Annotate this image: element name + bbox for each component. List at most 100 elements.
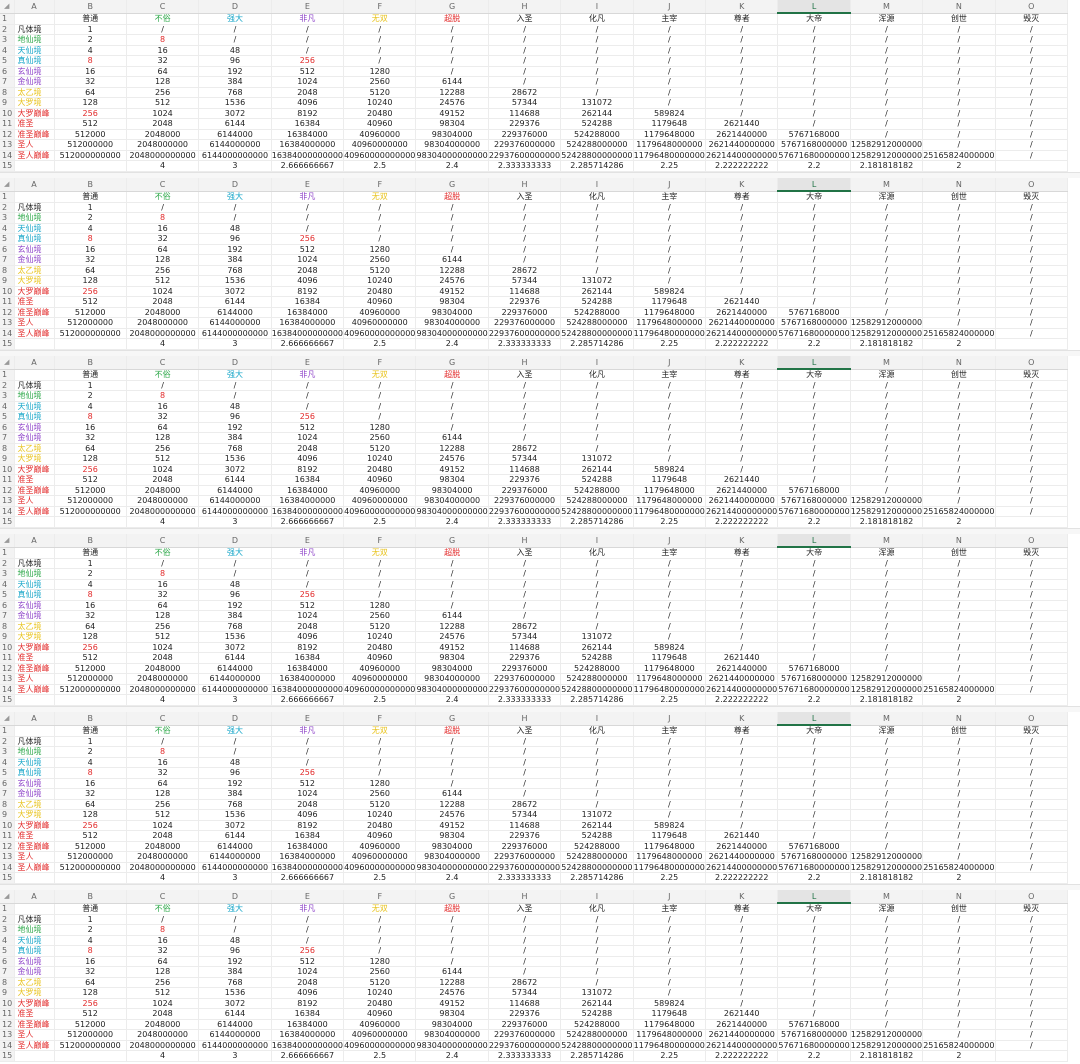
data-cell[interactable]: 384 bbox=[198, 254, 272, 266]
data-cell[interactable]: 229376 bbox=[488, 652, 562, 664]
data-cell[interactable]: 524288000 bbox=[560, 841, 634, 852]
realm-label-cell[interactable]: 准圣巅峰 bbox=[14, 129, 55, 140]
data-cell[interactable]: 98304 bbox=[415, 652, 489, 664]
data-cell[interactable]: / bbox=[415, 935, 489, 946]
data-cell[interactable]: 4 bbox=[54, 579, 127, 590]
data-cell[interactable]: 229376000 bbox=[488, 129, 562, 140]
data-cell[interactable]: 16384 bbox=[271, 1008, 345, 1020]
data-cell[interactable]: / bbox=[488, 401, 562, 412]
data-cell[interactable]: / bbox=[415, 390, 489, 402]
data-cell[interactable]: / bbox=[633, 924, 707, 936]
data-cell[interactable]: / bbox=[488, 45, 562, 56]
data-cell[interactable]: 229376000 bbox=[488, 307, 562, 318]
data-cell[interactable]: 128 bbox=[126, 254, 200, 266]
data-cell[interactable]: 12288 bbox=[415, 265, 489, 276]
data-cell[interactable]: / bbox=[415, 746, 489, 758]
data-cell[interactable]: / bbox=[922, 97, 996, 109]
row-header[interactable]: 8 bbox=[0, 443, 15, 454]
data-cell[interactable]: / bbox=[995, 610, 1069, 622]
column-header-G[interactable]: G bbox=[415, 534, 489, 548]
header-cell[interactable]: 创世 bbox=[922, 369, 996, 381]
data-cell[interactable]: / bbox=[560, 579, 634, 590]
data-cell[interactable]: 524288 bbox=[560, 830, 634, 842]
data-cell[interactable]: 6144 bbox=[415, 788, 489, 800]
row-header[interactable]: 7 bbox=[0, 966, 15, 978]
data-cell[interactable]: 192 bbox=[198, 422, 272, 433]
data-cell[interactable]: 524288000000 bbox=[560, 317, 634, 329]
realm-label-cell[interactable]: 圣人巅峰 bbox=[14, 150, 55, 161]
data-cell[interactable]: / bbox=[777, 1008, 851, 1020]
data-cell[interactable]: / bbox=[922, 202, 996, 213]
data-cell[interactable]: 229376000000000 bbox=[488, 150, 562, 161]
data-cell[interactable]: 2048000 bbox=[126, 663, 200, 674]
data-cell[interactable]: 16384000000000 bbox=[271, 684, 345, 695]
data-cell[interactable]: 40960000000 bbox=[343, 495, 417, 507]
data-cell[interactable]: / bbox=[995, 108, 1069, 119]
data-cell[interactable]: / bbox=[343, 34, 417, 46]
data-cell[interactable]: / bbox=[850, 45, 924, 56]
data-cell[interactable]: / bbox=[633, 746, 707, 758]
data-cell[interactable]: 2.4 bbox=[415, 160, 489, 172]
row-header[interactable]: 3 bbox=[0, 746, 15, 758]
realm-label-cell[interactable] bbox=[14, 516, 55, 528]
data-cell[interactable]: 32 bbox=[54, 966, 127, 978]
data-cell[interactable]: / bbox=[777, 24, 851, 35]
data-cell[interactable]: / bbox=[560, 45, 634, 56]
data-cell[interactable]: 131072 bbox=[560, 453, 634, 465]
data-cell[interactable]: 2.2 bbox=[777, 516, 851, 528]
header-cell[interactable]: 主宰 bbox=[633, 903, 707, 915]
data-cell[interactable]: 40960 bbox=[343, 118, 417, 130]
row-header[interactable]: 6 bbox=[0, 778, 15, 789]
data-cell[interactable]: 512000 bbox=[54, 307, 127, 318]
row-header[interactable]: 2 bbox=[0, 24, 15, 35]
data-cell[interactable]: / bbox=[488, 914, 562, 925]
data-cell[interactable]: 2048000000000 bbox=[126, 328, 200, 339]
data-cell[interactable]: / bbox=[995, 223, 1069, 234]
data-cell[interactable]: 32 bbox=[126, 411, 200, 423]
data-cell[interactable]: / bbox=[922, 631, 996, 643]
data-cell[interactable]: / bbox=[922, 317, 996, 329]
data-cell[interactable]: 16384 bbox=[271, 830, 345, 842]
data-cell[interactable]: / bbox=[777, 600, 851, 611]
data-cell[interactable]: 2.285714286 bbox=[560, 516, 634, 528]
data-cell[interactable]: / bbox=[705, 757, 779, 768]
data-cell[interactable]: 114688 bbox=[488, 108, 562, 119]
data-cell[interactable]: 48 bbox=[198, 757, 272, 768]
data-cell[interactable]: 229376 bbox=[488, 1008, 562, 1020]
data-cell[interactable]: 16384000 bbox=[271, 663, 345, 674]
data-cell[interactable]: / bbox=[995, 830, 1069, 842]
data-cell[interactable]: 48 bbox=[198, 579, 272, 590]
data-cell[interactable]: 24576 bbox=[415, 97, 489, 109]
data-cell[interactable]: / bbox=[560, 935, 634, 946]
data-cell[interactable]: 512 bbox=[271, 244, 345, 255]
row-header[interactable]: 14 bbox=[0, 328, 15, 339]
data-cell[interactable]: 512 bbox=[126, 97, 200, 109]
data-cell[interactable]: / bbox=[995, 851, 1069, 863]
data-cell[interactable]: 6144000000000 bbox=[198, 506, 272, 517]
column-header-N[interactable]: N bbox=[922, 356, 996, 370]
data-cell[interactable]: 5767168000000000 bbox=[777, 684, 851, 695]
data-cell[interactable]: 512000000 bbox=[54, 317, 127, 329]
data-cell[interactable]: / bbox=[777, 736, 851, 747]
data-cell[interactable]: / bbox=[995, 987, 1069, 999]
data-cell[interactable]: 1179648000 bbox=[633, 841, 707, 852]
column-header-A[interactable]: A bbox=[14, 356, 55, 370]
data-cell[interactable]: 2621440000000000 bbox=[705, 684, 779, 695]
data-cell[interactable]: / bbox=[705, 610, 779, 622]
data-cell[interactable]: / bbox=[415, 212, 489, 224]
data-cell[interactable]: / bbox=[633, 97, 707, 109]
data-cell[interactable]: 12582912000000 bbox=[850, 317, 924, 329]
data-cell[interactable]: / bbox=[705, 621, 779, 632]
data-cell[interactable]: / bbox=[922, 621, 996, 632]
column-header-N[interactable]: N bbox=[922, 534, 996, 548]
data-cell[interactable]: / bbox=[922, 307, 996, 318]
header-cell[interactable]: 浑源 bbox=[850, 903, 924, 915]
data-cell[interactable]: 524288000000 bbox=[560, 851, 634, 863]
data-cell[interactable]: 32 bbox=[126, 589, 200, 601]
data-cell[interactable]: 1179648000000000 bbox=[633, 862, 707, 873]
data-cell[interactable]: 768 bbox=[198, 977, 272, 988]
row-header[interactable]: 15 bbox=[0, 160, 15, 172]
data-cell[interactable]: 524288000000 bbox=[560, 1029, 634, 1041]
data-cell[interactable]: / bbox=[850, 757, 924, 768]
data-cell[interactable]: 20480 bbox=[343, 108, 417, 119]
